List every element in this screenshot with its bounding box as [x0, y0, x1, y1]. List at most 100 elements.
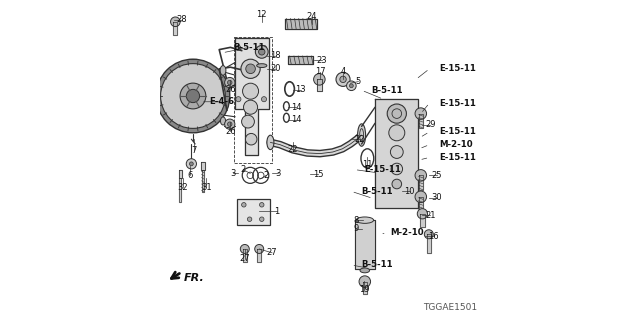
Text: E-4-6: E-4-6 [210, 97, 235, 106]
Text: 9: 9 [353, 224, 358, 233]
Circle shape [236, 97, 241, 102]
Circle shape [241, 244, 250, 253]
Polygon shape [179, 178, 181, 202]
Circle shape [336, 72, 350, 86]
Circle shape [228, 122, 232, 126]
Text: B-5-11: B-5-11 [371, 86, 403, 95]
Text: M-2-10: M-2-10 [390, 228, 424, 237]
Circle shape [186, 159, 196, 169]
Text: 16: 16 [428, 232, 439, 241]
Polygon shape [317, 79, 322, 91]
Circle shape [417, 209, 428, 219]
Circle shape [390, 146, 403, 158]
Text: 2: 2 [241, 165, 246, 174]
Circle shape [161, 64, 225, 128]
Text: 32: 32 [178, 183, 188, 192]
Text: B-5-11: B-5-11 [361, 187, 392, 196]
Circle shape [255, 244, 264, 253]
Circle shape [359, 276, 371, 287]
Circle shape [347, 81, 356, 91]
Polygon shape [362, 282, 367, 294]
Text: 27: 27 [267, 248, 277, 257]
Circle shape [242, 203, 246, 207]
Text: 23: 23 [316, 56, 327, 65]
Polygon shape [201, 162, 205, 170]
Circle shape [225, 77, 235, 88]
Polygon shape [243, 249, 247, 262]
Circle shape [391, 163, 403, 175]
Text: 7: 7 [191, 146, 196, 155]
Text: 26: 26 [225, 127, 236, 136]
Polygon shape [419, 175, 423, 190]
Text: E-15-11: E-15-11 [439, 64, 476, 73]
Bar [234, 37, 272, 163]
Circle shape [415, 170, 426, 181]
Circle shape [415, 191, 426, 203]
Text: 31: 31 [201, 183, 212, 192]
Text: B-5-11: B-5-11 [361, 260, 392, 269]
Circle shape [260, 217, 264, 221]
Text: FR.: FR. [184, 273, 204, 283]
Text: B-5-11: B-5-11 [233, 43, 264, 52]
Polygon shape [202, 170, 204, 192]
Text: 13: 13 [296, 85, 306, 94]
Text: 12: 12 [257, 10, 267, 19]
Circle shape [246, 64, 255, 74]
Circle shape [424, 230, 433, 239]
Text: 3: 3 [230, 169, 236, 178]
Circle shape [241, 59, 260, 78]
Circle shape [243, 100, 258, 114]
Text: 22: 22 [287, 145, 298, 154]
Circle shape [340, 76, 346, 83]
Circle shape [236, 45, 241, 51]
Text: 1: 1 [274, 207, 280, 216]
Circle shape [242, 115, 255, 128]
Text: 28: 28 [177, 15, 187, 24]
Text: 26: 26 [225, 85, 236, 94]
Text: 2: 2 [264, 171, 269, 180]
Text: 14: 14 [291, 116, 301, 124]
Circle shape [255, 45, 268, 58]
Text: TGGAE1501: TGGAE1501 [422, 303, 477, 312]
Ellipse shape [220, 66, 226, 75]
Circle shape [259, 49, 265, 55]
Text: 27: 27 [239, 254, 250, 263]
Text: E-15-11: E-15-11 [439, 99, 476, 108]
Circle shape [246, 133, 257, 145]
Ellipse shape [257, 64, 267, 68]
Text: M-2-10: M-2-10 [439, 140, 473, 149]
Ellipse shape [358, 124, 365, 146]
Circle shape [314, 74, 325, 85]
Text: 29: 29 [425, 120, 436, 129]
Text: 17: 17 [315, 68, 325, 76]
Text: 30: 30 [431, 193, 442, 202]
Polygon shape [420, 214, 425, 227]
Polygon shape [375, 99, 419, 208]
Polygon shape [179, 170, 182, 178]
Circle shape [415, 108, 426, 119]
Text: E-15-11: E-15-11 [364, 165, 401, 174]
Polygon shape [173, 22, 177, 35]
Text: 3: 3 [275, 169, 280, 178]
Text: 22: 22 [355, 135, 365, 144]
Text: 10: 10 [404, 187, 415, 196]
Polygon shape [288, 56, 313, 64]
Circle shape [228, 80, 232, 85]
Circle shape [156, 59, 230, 133]
Circle shape [243, 83, 259, 99]
Text: 24: 24 [307, 12, 317, 21]
Circle shape [349, 84, 353, 88]
Circle shape [248, 217, 252, 221]
Text: 25: 25 [431, 171, 442, 180]
Text: 20: 20 [270, 64, 280, 73]
Circle shape [387, 104, 406, 123]
Text: E-15-11: E-15-11 [439, 153, 476, 162]
Circle shape [389, 125, 405, 141]
Ellipse shape [220, 117, 226, 125]
Polygon shape [419, 197, 423, 211]
Text: 4: 4 [340, 68, 346, 76]
Ellipse shape [356, 217, 374, 223]
Text: 6: 6 [188, 171, 193, 180]
Ellipse shape [360, 268, 370, 273]
Text: 15: 15 [313, 170, 324, 179]
